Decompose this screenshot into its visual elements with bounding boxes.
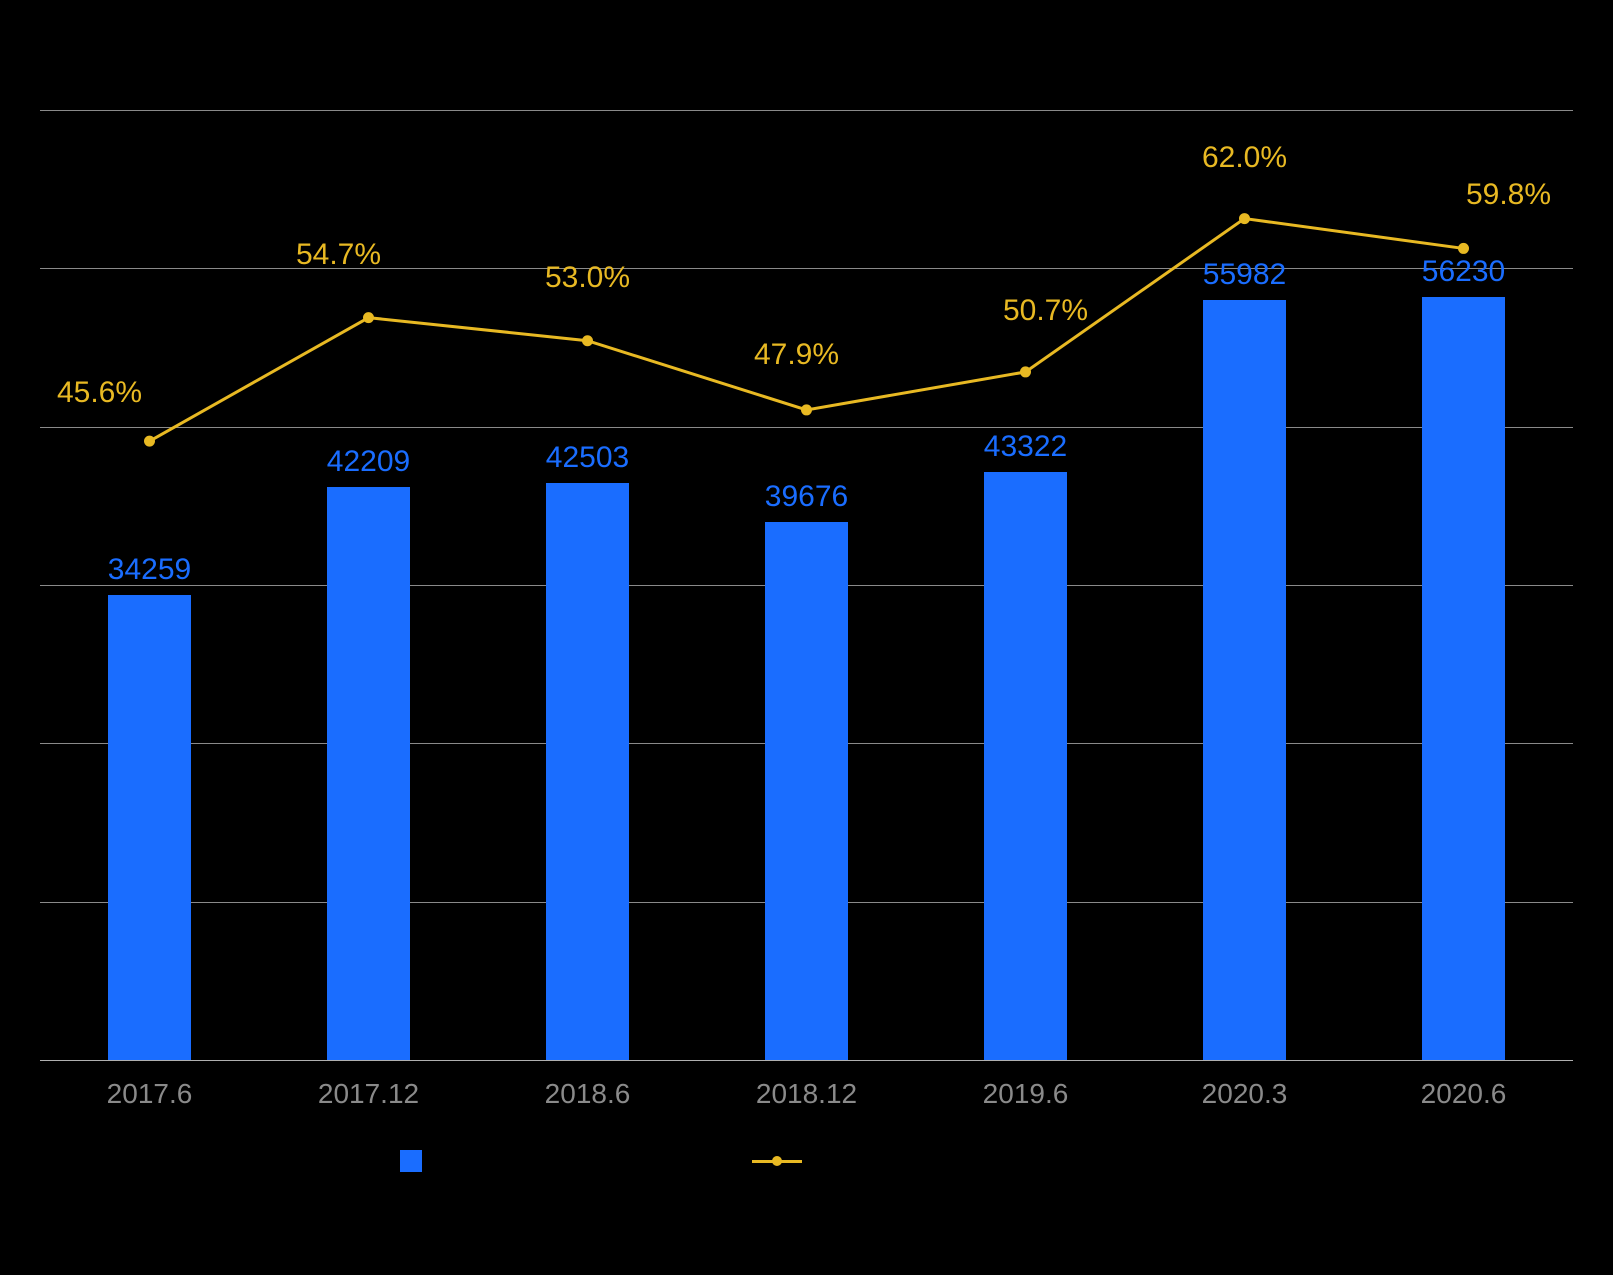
bar-value-label: 42503 [546,441,629,475]
line-marker [1459,243,1469,253]
legend-swatch-bar [400,1150,422,1172]
bar [765,522,848,1060]
x-axis-label: 2018.12 [756,1078,857,1110]
bar [1203,300,1286,1060]
bar [327,487,410,1060]
x-axis-label: 2018.6 [545,1078,631,1110]
gridline [40,110,1573,111]
legend-item-bar [400,1150,432,1172]
line-marker [145,436,155,446]
bar [546,483,629,1060]
x-axis-label: 2019.6 [983,1078,1069,1110]
gridline [40,427,1573,428]
x-axis-label: 2020.6 [1421,1078,1507,1110]
bar-value-label: 42209 [327,445,410,479]
x-axis-label: 2020.3 [1202,1078,1288,1110]
line-value-label: 53.0% [545,261,630,295]
bar-value-label: 39676 [765,480,848,514]
x-axis-label: 2017.12 [318,1078,419,1110]
gridline [40,1060,1573,1061]
legend-swatch-line [752,1155,802,1167]
bar [984,472,1067,1060]
line-marker [1021,367,1031,377]
gridline [40,268,1573,269]
line-value-label: 47.9% [754,338,839,372]
line-marker [364,313,374,323]
bar-value-label: 55982 [1203,258,1286,292]
line-value-label: 59.8% [1466,178,1551,212]
line-marker [583,336,593,346]
line-marker [802,405,812,415]
combo-chart: 34259 2017.6 42209 2017.12 42503 2018.6 39676 2… [0,0,1613,1275]
bar-value-label: 43322 [984,430,1067,464]
line-value-label: 62.0% [1202,141,1287,175]
bar [108,595,191,1060]
bar-value-label: 56230 [1422,255,1505,289]
line-value-label: 50.7% [1003,294,1088,328]
legend [400,1150,812,1172]
bar-value-label: 34259 [108,553,191,587]
plot-area: 342592017.6422092017.12425032018.6396762… [40,110,1573,1060]
legend-item-line [752,1155,812,1167]
x-axis-label: 2017.6 [107,1078,193,1110]
line-value-label: 54.7% [296,238,381,272]
line-marker [1240,214,1250,224]
line-value-label: 45.6% [57,376,142,410]
bar [1422,297,1505,1060]
